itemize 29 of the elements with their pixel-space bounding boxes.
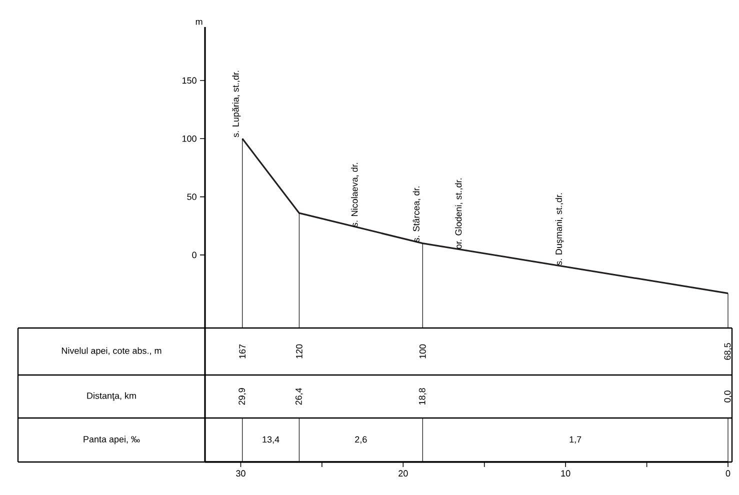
annotation: s. Stârcea, dr. [412,186,421,242]
annotation: 120 [296,344,302,358]
annotation: 29,9 [238,388,246,405]
text: Panta apei, ‰ [84,436,140,444]
text: Nivelul apei, cote abs., m [62,347,162,356]
annotation: s. Duşmani, st.,dr. [555,193,564,266]
annotation: 100 [419,344,426,358]
x-tick-label: 10 [561,470,570,477]
annotation: 0,0 [724,390,732,402]
annotation: 1,7 [570,436,582,444]
annotation: 18,8 [418,388,426,405]
x-tick-label: 0 [726,470,730,477]
y-tick-label: 50 [187,194,196,200]
x-tick-label: 30 [236,470,246,477]
y-axis-title: m [196,20,202,25]
annotation: 26,4 [295,388,303,405]
y-tick-label: 100 [182,135,196,142]
annotation: or. Glodeni, st.,dr. [455,178,463,249]
y-tick-label: 150 [182,77,196,84]
annotation: 167 [239,344,246,358]
annotation: 68,5 [724,343,732,360]
x-tick-label: 20 [398,470,408,477]
text: Distanţa, km [87,392,136,401]
annotation: 2,6 [355,436,367,444]
annotation: s. Lupăria, st.,dr. [232,70,241,138]
annotation: 13,4 [262,436,280,444]
y-tick-label: 0 [192,252,196,258]
annotation: s. Nicolaeva, dr. [351,162,359,227]
line-series [242,138,729,294]
